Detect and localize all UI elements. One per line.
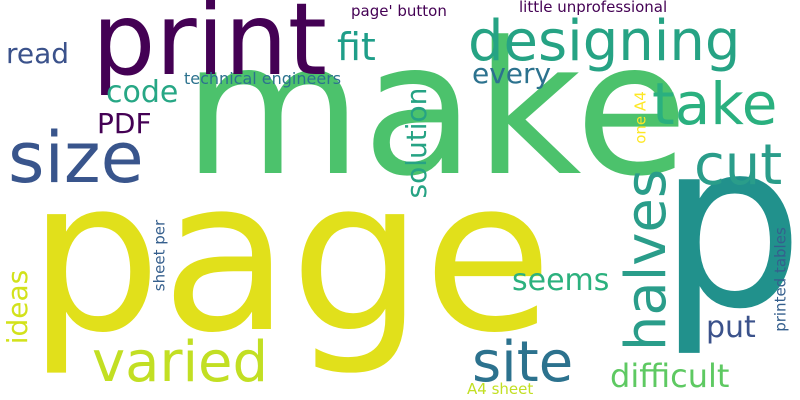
word-read: read bbox=[6, 37, 70, 70]
word-pdf: PDF bbox=[97, 107, 152, 140]
word-difficult: difficult bbox=[610, 357, 730, 395]
word-cut: cut bbox=[694, 133, 783, 198]
word-every: every bbox=[472, 57, 552, 90]
word-sheet-per: sheet per bbox=[150, 219, 169, 292]
word-code: code bbox=[106, 75, 179, 110]
word-halves: halves bbox=[614, 168, 679, 352]
word-seems: seems bbox=[512, 263, 610, 298]
word-p: p bbox=[658, 93, 800, 360]
word-print: print bbox=[92, 0, 327, 98]
word-a4-sheet: A4 sheet bbox=[467, 380, 534, 398]
word-varied: varied bbox=[92, 330, 269, 395]
word-designing: designing bbox=[468, 9, 741, 74]
word-one-a4: one A4 bbox=[631, 91, 650, 144]
word-little-unprofessional: little unprofessional bbox=[519, 0, 668, 16]
word-put: put bbox=[706, 310, 756, 345]
word-solution: solution bbox=[400, 87, 433, 199]
word-ideas: ideas bbox=[1, 269, 34, 345]
word-technical-engineers: technical engineers bbox=[184, 69, 342, 88]
word-make: make bbox=[183, 3, 689, 217]
word-page: page bbox=[28, 134, 553, 379]
word-size: size bbox=[8, 117, 144, 199]
word-fit: fit bbox=[337, 25, 376, 69]
word-page-button: page' button bbox=[351, 2, 447, 20]
word-site: site bbox=[472, 330, 574, 395]
word-printed-tables: printed tables bbox=[771, 227, 790, 332]
word-take: take bbox=[652, 70, 778, 138]
